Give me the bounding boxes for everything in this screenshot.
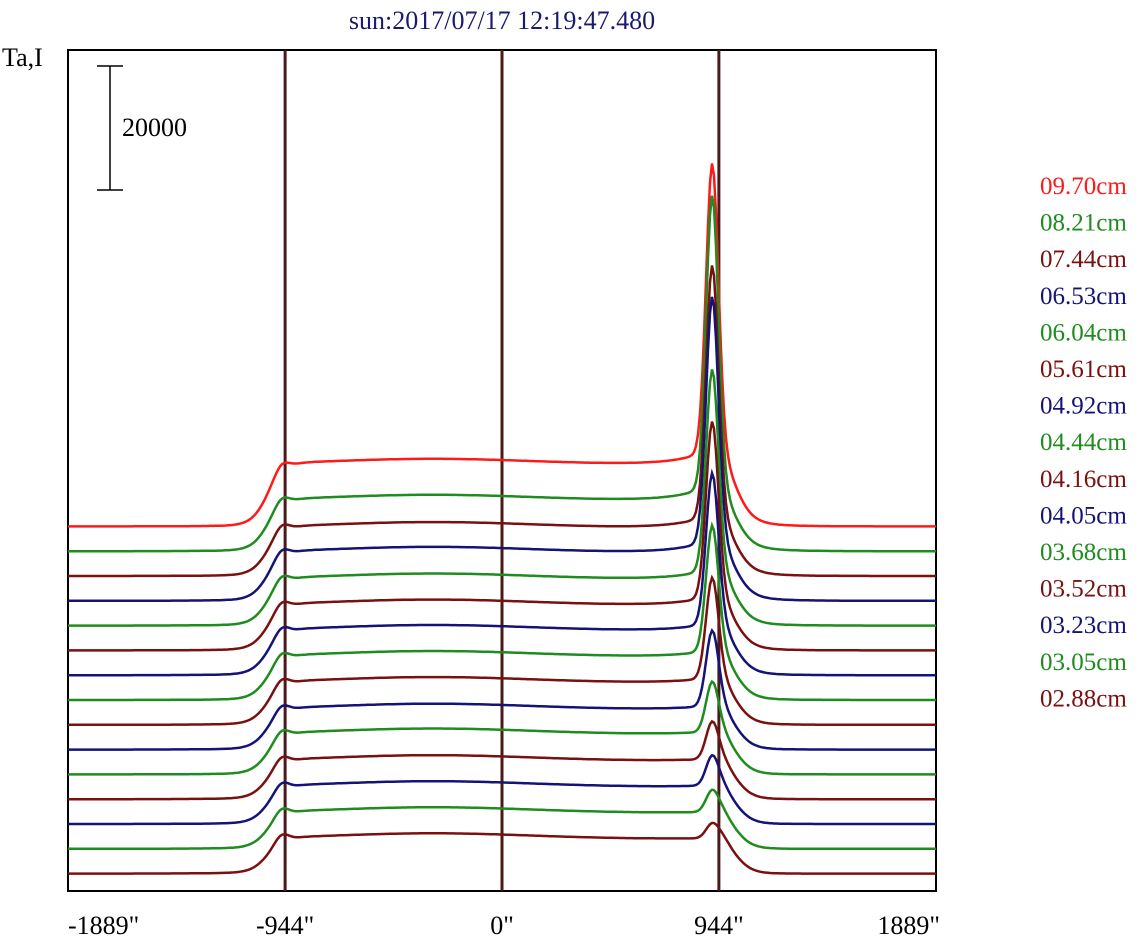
legend-entry-11: 03.52cm [1040,576,1127,603]
trace-14 [68,821,936,875]
traces [68,163,936,875]
trace-6 [68,468,936,677]
trace-5 [68,421,936,652]
trace-4 [68,369,936,627]
legend: 09.70cm 08.21cm 07.44cm 06.53cm 06.04cm 05.61… [1040,173,1127,712]
legend-entry-13: 03.05cm [1040,649,1127,676]
x-tick-label-3: 944" [694,911,744,940]
legend-entry-10: 03.68cm [1040,539,1127,566]
trace-8 [68,574,936,727]
legend-entry-8: 04.16cm [1040,466,1127,493]
legend-entry-1: 08.21cm [1040,210,1127,237]
legend-entry-0: 09.70cm [1040,173,1127,200]
legend-entry-14: 02.88cm [1040,685,1127,712]
trace-7 [68,521,936,702]
legend-entry-9: 04.05cm [1040,502,1127,529]
chart-title: sun:2017/07/17 12:19:47.480 [349,6,655,35]
scale-bar: 20000 [97,65,187,191]
trace-13 [68,788,936,851]
trace-0 [68,163,936,528]
legend-entry-7: 04.44cm [1040,429,1127,456]
legend-entry-2: 07.44cm [1040,246,1127,273]
legend-entry-3: 06.53cm [1040,283,1127,310]
trace-2 [68,265,936,578]
legend-entry-12: 03.23cm [1040,612,1127,639]
legend-entry-5: 05.61cm [1040,356,1127,383]
y-axis-label: Ta,I [2,43,43,72]
x-tick-labels: -1889" -944" 0" 944" 1889" [68,911,940,940]
x-tick-label-1: -944" [256,911,314,940]
x-tick-label-4: 1889" [877,911,940,940]
trace-11 [68,719,936,801]
vertical-markers [283,50,721,891]
x-tick-label-0: -1889" [68,911,139,940]
trace-12 [68,753,936,826]
legend-entry-6: 04.92cm [1040,393,1127,420]
legend-entry-4: 06.04cm [1040,319,1127,346]
trace-9 [68,628,936,751]
trace-3 [68,296,936,603]
trace-10 [68,679,936,776]
scale-bar-label: 20000 [122,113,187,142]
trace-1 [68,195,936,553]
x-tick-label-2: 0" [490,911,514,940]
